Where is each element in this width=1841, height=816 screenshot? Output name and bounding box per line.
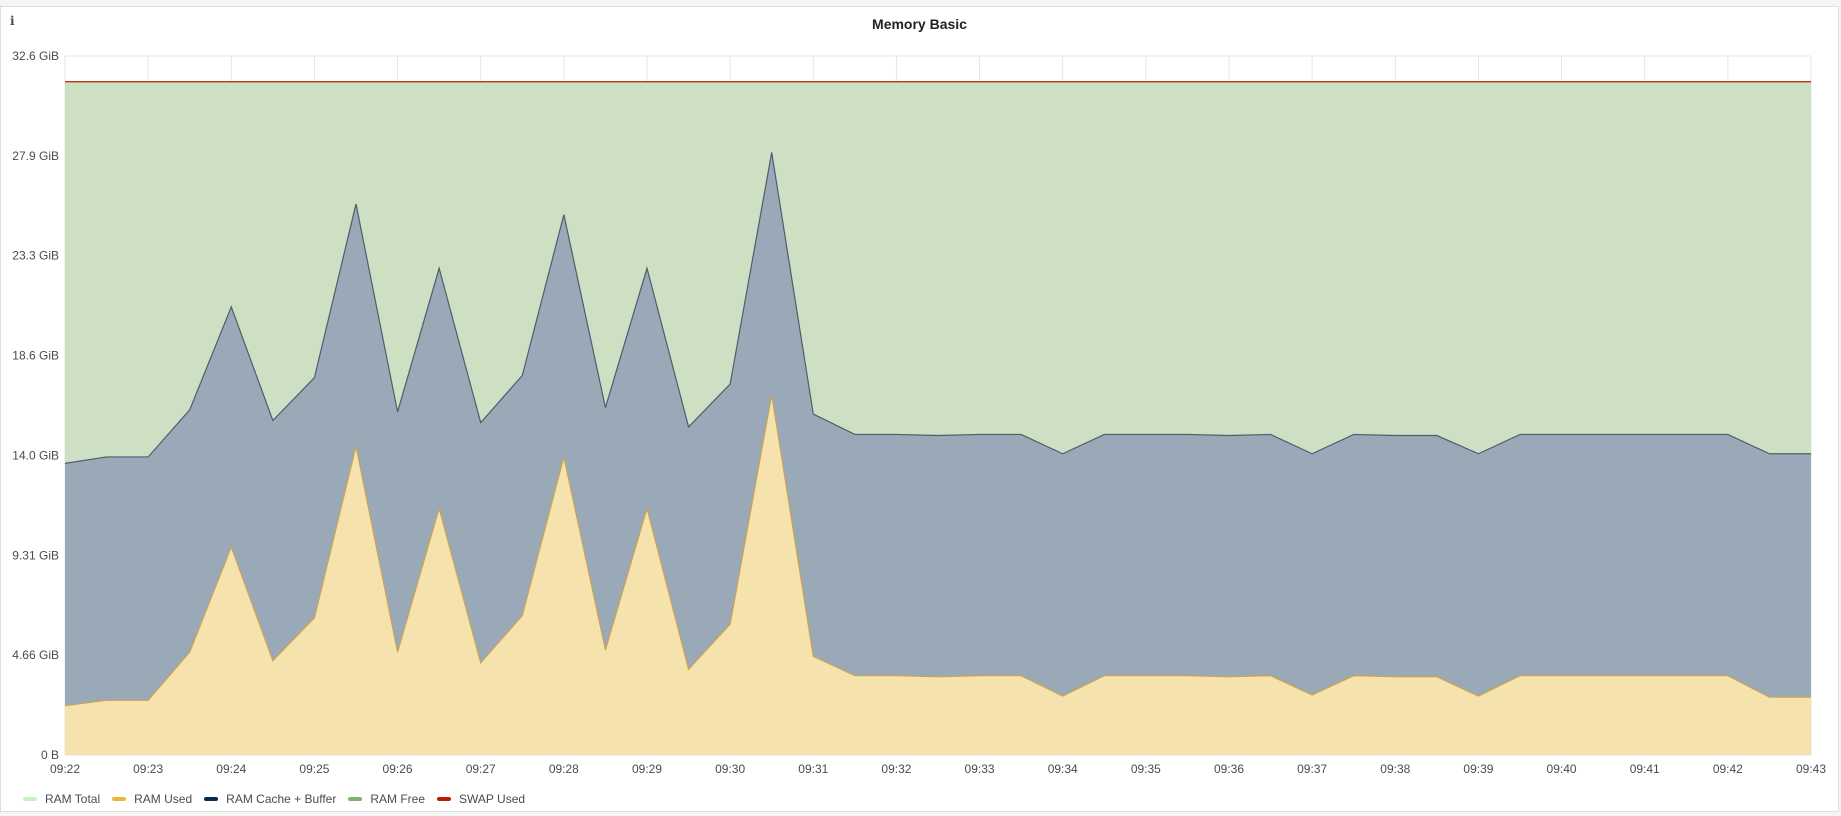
- x-tick-label: 09:27: [466, 762, 496, 776]
- x-tick-label: 09:39: [1463, 762, 1493, 776]
- ram-used-line: [64, 394, 1811, 707]
- x-tick-label: 09:23: [133, 762, 163, 776]
- legend-item-ram-total[interactable]: RAM Total: [23, 792, 100, 806]
- memory-panel: i Memory Basic 0 B 4.66 GiB 9.31 GiB 14.0 G…: [0, 6, 1839, 812]
- x-tick-label: 09:33: [965, 762, 995, 776]
- x-tick-label: 09:42: [1713, 762, 1743, 776]
- legend-item-ram-cache-buffer[interactable]: RAM Cache + Buffer: [204, 792, 336, 806]
- legend-swatch-ram-cache-buffer: [204, 797, 219, 801]
- legend: RAM Total RAM Used RAM Cache + Buffer RA…: [23, 792, 537, 806]
- x-tick-label: 09:38: [1380, 762, 1410, 776]
- legend-label: RAM Used: [134, 792, 193, 806]
- x-tick-label: 09:28: [549, 762, 579, 776]
- legend-label: RAM Free: [370, 792, 426, 806]
- x-tick-label: 09:24: [216, 762, 246, 776]
- x-tick-label: 09:41: [1630, 762, 1660, 776]
- legend-label: SWAP Used: [459, 792, 526, 806]
- legend-swatch-swap-used: [437, 797, 452, 801]
- x-tick-label: 09:29: [632, 762, 662, 776]
- x-tick-label: 09:30: [715, 762, 745, 776]
- x-tick-label: 09:25: [299, 762, 329, 776]
- y-tick-label: 9.31 GiB: [12, 548, 59, 562]
- ram-used-area: [65, 394, 1811, 755]
- legend-label: RAM Total: [45, 792, 101, 806]
- x-tick-label: 09:34: [1048, 762, 1078, 776]
- legend-swatch-ram-free: [348, 797, 363, 801]
- x-tick-label: 09:26: [383, 762, 413, 776]
- legend-item-ram-used[interactable]: RAM Used: [112, 792, 192, 806]
- y-tick-label: 18.6 GiB: [12, 349, 59, 363]
- y-tick-label: 32.6 GiB: [12, 49, 59, 63]
- memory-area-chart[interactable]: 0 B 4.66 GiB 9.31 GiB 14.0 GiB 18.6 GiB 23.3 …: [1, 7, 1838, 782]
- info-icon[interactable]: i: [10, 14, 15, 28]
- ram-free-area: [65, 81, 1811, 464]
- panel-title[interactable]: Memory Basic: [872, 16, 967, 32]
- legend-swatch-ram-used: [112, 797, 127, 801]
- legend-item-ram-free[interactable]: RAM Free: [348, 792, 425, 806]
- legend-item-swap-used[interactable]: SWAP Used: [437, 792, 525, 806]
- x-tick-label: 09:40: [1547, 762, 1577, 776]
- x-tick-label: 09:35: [1131, 762, 1161, 776]
- y-tick-label: 0 B: [41, 748, 59, 762]
- x-tick-label: 09:37: [1297, 762, 1327, 776]
- y-tick-label: 14.0 GiB: [12, 448, 59, 462]
- y-tick-label: 27.9 GiB: [12, 149, 59, 163]
- y-tick-label: 4.66 GiB: [12, 648, 59, 662]
- x-tick-label: 09:32: [881, 762, 911, 776]
- x-tick-label: 09:36: [1214, 762, 1244, 776]
- x-tick-label: 09:22: [50, 762, 80, 776]
- legend-label: RAM Cache + Buffer: [226, 792, 337, 806]
- x-tick-label: 09:43: [1796, 762, 1826, 776]
- y-tick-label: 23.3 GiB: [12, 249, 59, 263]
- ram-cache-buffer-area: [65, 152, 1811, 706]
- ram-cache-buffer-line: [64, 152, 1811, 464]
- legend-swatch-ram-total: [23, 797, 37, 801]
- x-tick-label: 09:31: [798, 762, 828, 776]
